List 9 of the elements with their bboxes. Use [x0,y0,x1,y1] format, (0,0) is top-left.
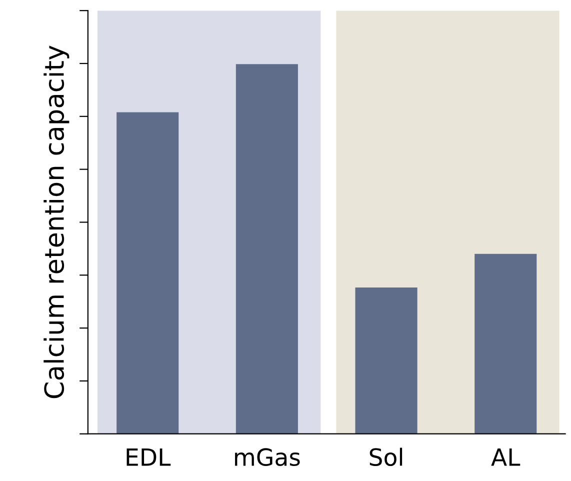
y-axis-title: Calcium retention capacity [44,46,70,398]
x-tick-label: AL [491,448,520,466]
bar [236,64,298,434]
x-tick-label: EDL [126,448,171,466]
bar [474,254,537,434]
x-tick-label: Sol [370,448,402,466]
bar [116,112,179,434]
bar [355,287,418,434]
x-tick-label: mGas [235,448,300,466]
